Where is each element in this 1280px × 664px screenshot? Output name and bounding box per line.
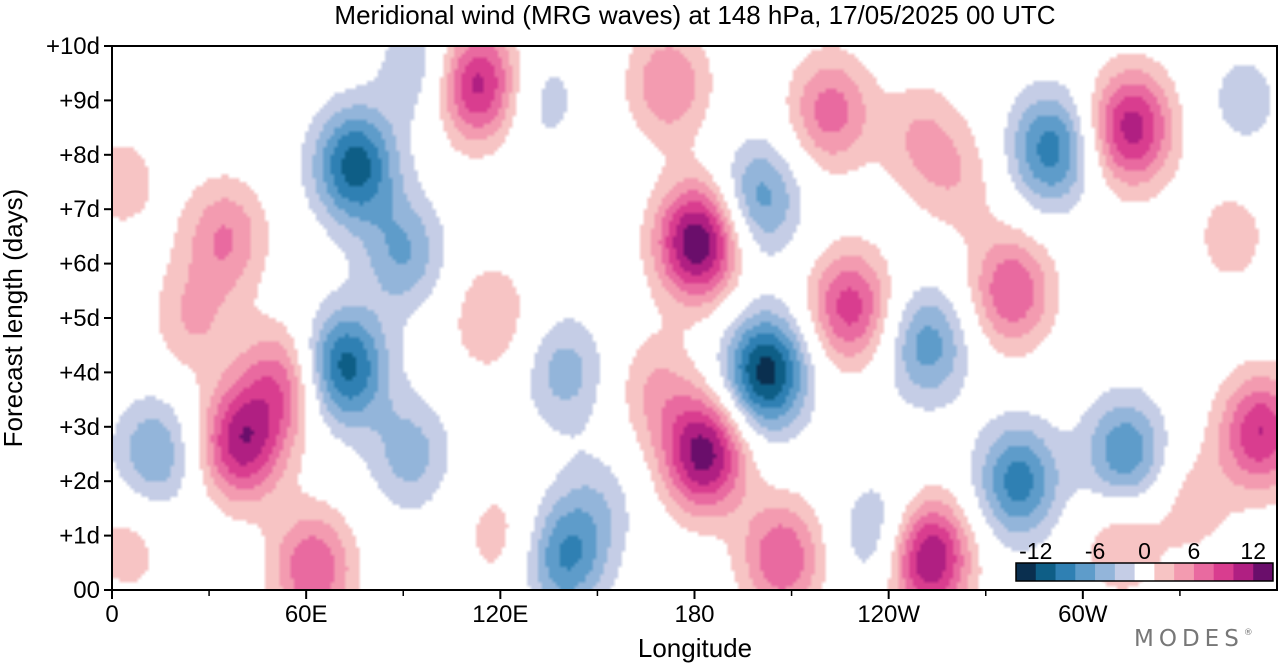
colorbar-swatch [1095, 563, 1116, 581]
colorbar-swatch [1253, 563, 1274, 581]
colorbar-legend: -12 -6 0 6 12 [1015, 538, 1274, 582]
colorbar-label: 6 [1188, 538, 1201, 564]
y-tick-label: +3d [59, 414, 100, 441]
y-tick-label: +9d [59, 87, 100, 114]
colorbar-swatch [1154, 563, 1175, 581]
colorbar-label: 12 [1240, 538, 1266, 564]
colorbar-swatch [1075, 563, 1096, 581]
colorbar-swatch [1035, 563, 1056, 581]
x-axis: 0 60E 120E 180 120W 60W [105, 590, 1181, 628]
colorbar-swatch [1174, 563, 1195, 581]
colorbar-swatch [1193, 563, 1215, 581]
y-axis: 00 +1d +2d +3d +4d +5d +6d +7d +8d +9d +10d [46, 33, 112, 604]
x-tick-label: 60E [285, 601, 328, 628]
colorbar-swatch [1114, 563, 1136, 581]
y-tick-label: +10d [46, 33, 100, 60]
wind-field-image [112, 46, 1277, 590]
colorbar-swatch [1055, 563, 1076, 581]
x-axis-label: Longitude [638, 633, 752, 663]
x-tick-label: 180 [674, 601, 714, 628]
colorbar-frame [1015, 562, 1274, 582]
y-tick-label: +6d [59, 251, 100, 278]
colorbar-swatch [1016, 563, 1037, 581]
y-tick-label: +2d [59, 468, 100, 495]
y-tick-label: +5d [59, 305, 100, 332]
y-tick-label: +4d [59, 359, 100, 386]
brand-mark: ® [1244, 628, 1253, 638]
colorbar-swatch [1213, 563, 1234, 581]
x-tick-label: 120E [472, 601, 528, 628]
colorbar-label: 0 [1138, 538, 1151, 564]
colorbar-swatch [1233, 563, 1254, 581]
y-tick-label: +1d [59, 523, 100, 550]
y-tick-label: +7d [59, 196, 100, 223]
y-tick-label: 00 [73, 577, 100, 604]
colorbar-swatch [1134, 563, 1155, 581]
modes-brand: MODES® [1134, 626, 1253, 652]
x-tick-label: 0 [105, 601, 118, 628]
chart-title: Meridional wind (MRG waves) at 148 hPa, … [334, 0, 1055, 30]
colorbar-label: -12 [1019, 538, 1052, 564]
colorbar-label: -6 [1085, 538, 1105, 564]
x-tick-label: 60W [1058, 601, 1108, 628]
y-tick-label: +8d [59, 142, 100, 169]
x-tick-label: 120W [857, 601, 920, 628]
y-axis-label: Forecast length (days) [0, 189, 28, 448]
contour-field [112, 46, 1277, 590]
brand-text: MODES [1134, 626, 1244, 652]
